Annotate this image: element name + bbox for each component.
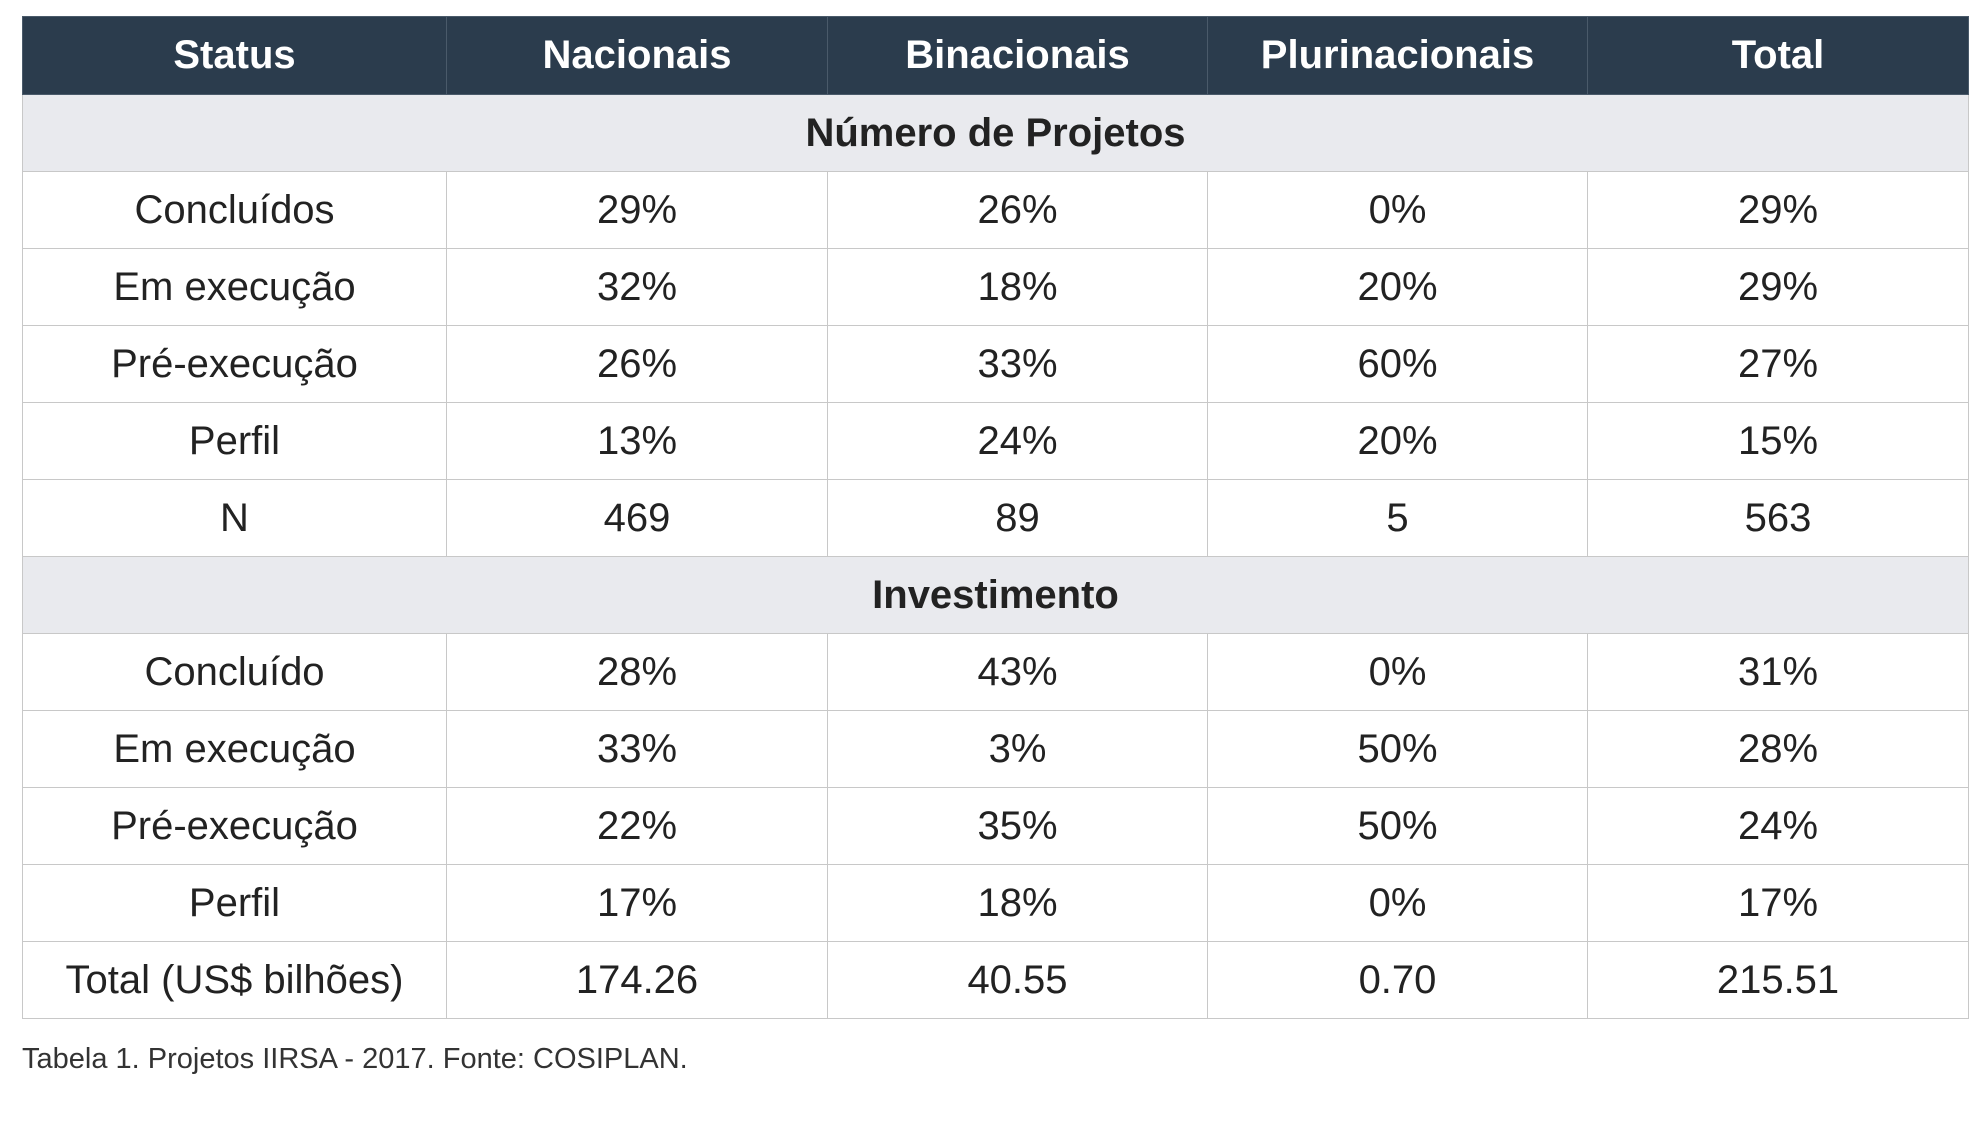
table-row: Concluídos 29% 26% 0% 29% [22, 171, 1969, 249]
cell-plurinacionais: 0% [1207, 864, 1588, 942]
table-row: Concluído 28% 43% 0% 31% [22, 633, 1969, 711]
table-container: Status Nacionais Binacionais Plurinacion… [22, 16, 1969, 1019]
row-label: Pré-execução [22, 787, 447, 865]
projects-table: Status Nacionais Binacionais Plurinacion… [22, 16, 1969, 1019]
row-label: N [22, 479, 447, 557]
cell-binacionais: 35% [827, 787, 1208, 865]
table-row: Total (US$ bilhões) 174.26 40.55 0.70 21… [22, 941, 1969, 1019]
cell-nacionais: 32% [446, 248, 828, 326]
cell-total: 17% [1587, 864, 1969, 942]
cell-total: 24% [1587, 787, 1969, 865]
row-label: Concluídos [22, 171, 447, 249]
cell-nacionais: 17% [446, 864, 828, 942]
table-row: Perfil 13% 24% 20% 15% [22, 402, 1969, 480]
header-row: Status Nacionais Binacionais Plurinacion… [22, 16, 1969, 95]
cell-binacionais: 26% [827, 171, 1208, 249]
cell-binacionais: 43% [827, 633, 1208, 711]
cell-binacionais: 3% [827, 710, 1208, 788]
cell-nacionais: 33% [446, 710, 828, 788]
table-caption: Tabela 1. Projetos IIRSA - 2017. Fonte: … [22, 1043, 688, 1075]
row-label: Perfil [22, 402, 447, 480]
cell-total: 31% [1587, 633, 1969, 711]
cell-nacionais: 22% [446, 787, 828, 865]
cell-plurinacionais: 20% [1207, 402, 1588, 480]
cell-plurinacionais: 50% [1207, 787, 1588, 865]
header-status: Status [22, 16, 447, 95]
cell-binacionais: 24% [827, 402, 1208, 480]
cell-total: 563 [1587, 479, 1969, 557]
section-title: Número de Projetos [22, 94, 1969, 172]
cell-nacionais: 26% [446, 325, 828, 403]
cell-nacionais: 29% [446, 171, 828, 249]
table-row: Pré-execução 22% 35% 50% 24% [22, 787, 1969, 865]
cell-nacionais: 28% [446, 633, 828, 711]
cell-total: 27% [1587, 325, 1969, 403]
header-plurinacionais: Plurinacionais [1207, 16, 1588, 95]
section-row-investimento: Investimento [22, 556, 1969, 634]
cell-plurinacionais: 20% [1207, 248, 1588, 326]
row-label: Concluído [22, 633, 447, 711]
row-label: Em execução [22, 248, 447, 326]
cell-plurinacionais: 50% [1207, 710, 1588, 788]
row-label: Em execução [22, 710, 447, 788]
cell-plurinacionais: 0% [1207, 633, 1588, 711]
cell-total: 15% [1587, 402, 1969, 480]
table-row: N 469 89 5 563 [22, 479, 1969, 557]
cell-total: 28% [1587, 710, 1969, 788]
cell-binacionais: 40.55 [827, 941, 1208, 1019]
cell-binacionais: 33% [827, 325, 1208, 403]
cell-plurinacionais: 0% [1207, 171, 1588, 249]
row-label: Total (US$ bilhões) [22, 941, 447, 1019]
row-label: Perfil [22, 864, 447, 942]
cell-binacionais: 18% [827, 864, 1208, 942]
table-row: Em execução 32% 18% 20% 29% [22, 248, 1969, 326]
cell-nacionais: 174.26 [446, 941, 828, 1019]
table-row: Em execução 33% 3% 50% 28% [22, 710, 1969, 788]
section-title: Investimento [22, 556, 1969, 634]
header-nacionais: Nacionais [446, 16, 828, 95]
cell-total: 29% [1587, 171, 1969, 249]
cell-plurinacionais: 60% [1207, 325, 1588, 403]
cell-plurinacionais: 0.70 [1207, 941, 1588, 1019]
cell-nacionais: 469 [446, 479, 828, 557]
cell-plurinacionais: 5 [1207, 479, 1588, 557]
cell-nacionais: 13% [446, 402, 828, 480]
cell-binacionais: 89 [827, 479, 1208, 557]
row-label: Pré-execução [22, 325, 447, 403]
header-total: Total [1587, 16, 1969, 95]
cell-total: 215.51 [1587, 941, 1969, 1019]
table-row: Perfil 17% 18% 0% 17% [22, 864, 1969, 942]
cell-binacionais: 18% [827, 248, 1208, 326]
cell-total: 29% [1587, 248, 1969, 326]
section-row-numero-de-projetos: Número de Projetos [22, 94, 1969, 172]
header-binacionais: Binacionais [827, 16, 1208, 95]
table-row: Pré-execução 26% 33% 60% 27% [22, 325, 1969, 403]
